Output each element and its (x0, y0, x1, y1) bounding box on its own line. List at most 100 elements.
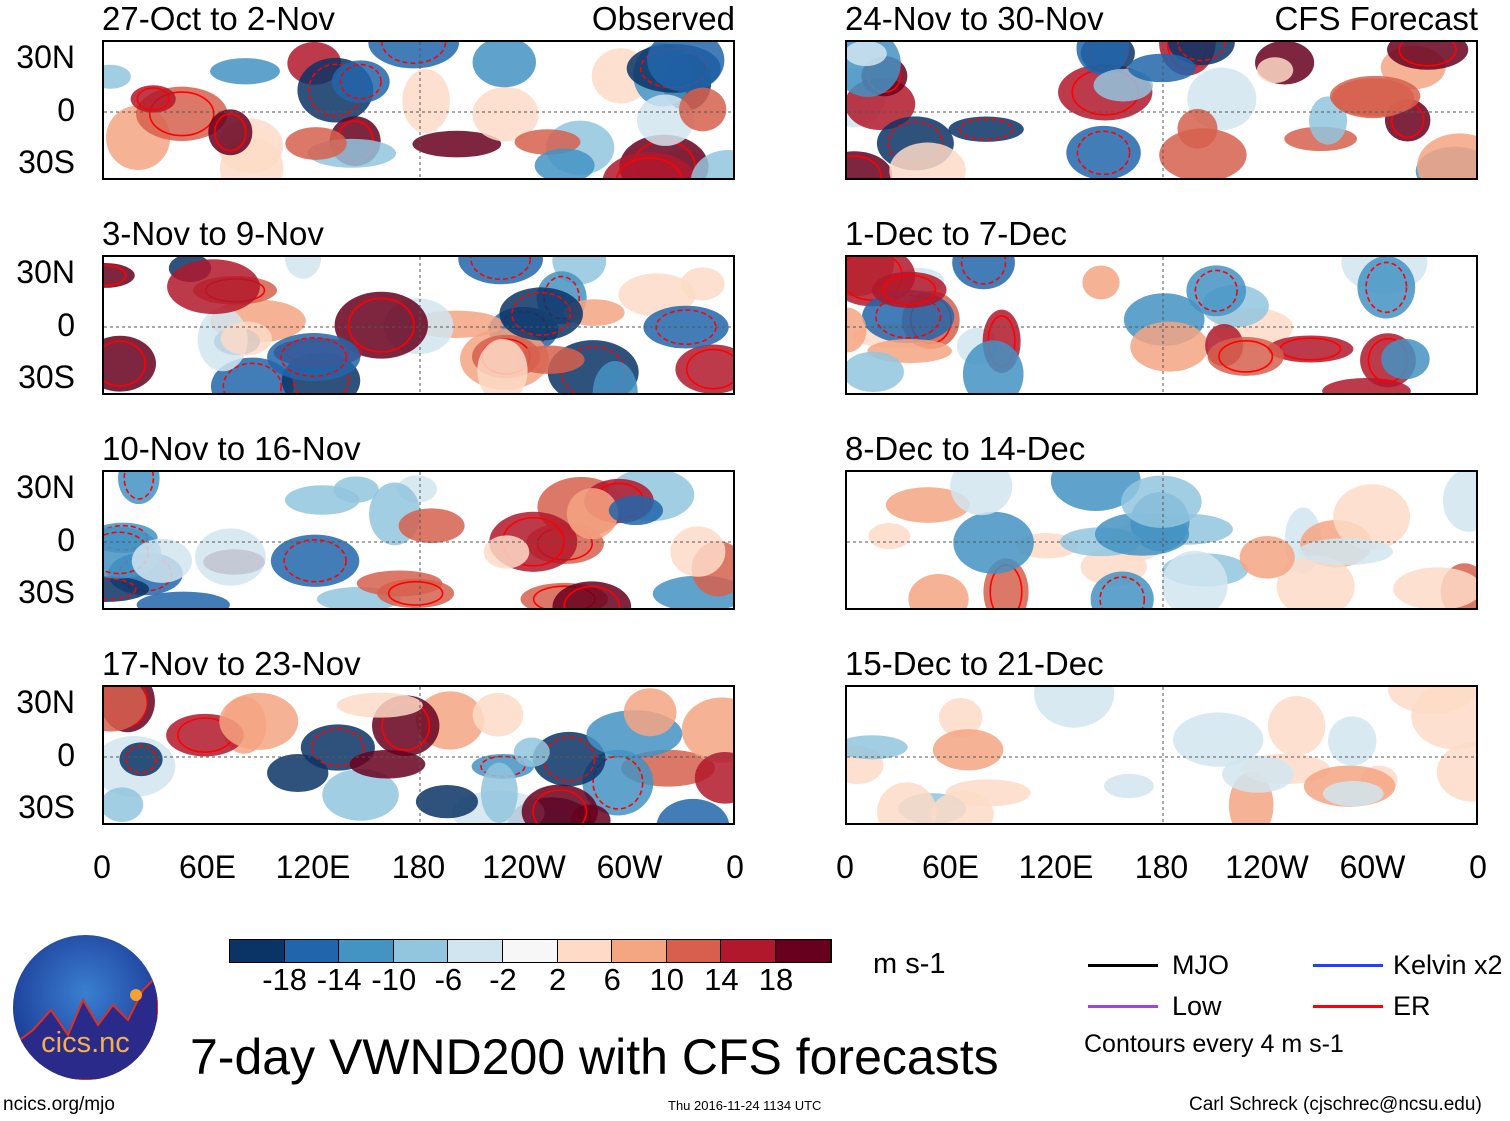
x-tick-label: 0 (726, 849, 744, 885)
wind-anomaly-blob (847, 307, 867, 353)
y-tick-label: 30N (16, 39, 75, 75)
wind-anomaly-blob (670, 526, 726, 577)
wind-anomaly-blob (532, 731, 606, 787)
colorbar-tick-label: 10 (649, 962, 685, 997)
colorbar-tick-label: -10 (371, 962, 417, 997)
colorbar-swatch (339, 940, 394, 962)
y-tick-label: 0 (57, 737, 75, 773)
wind-anomaly-blob (1066, 125, 1141, 178)
wind-anomaly-blob (208, 109, 253, 156)
wind-anomaly-blob (480, 762, 518, 823)
wind-anomaly-blob (104, 687, 147, 732)
wind-anomaly-blob (847, 735, 908, 760)
colorbar-tick-label: -14 (316, 962, 362, 997)
er-contour (123, 472, 155, 500)
colorbar-swatch (666, 940, 722, 962)
colorbar-swatch (284, 940, 340, 962)
wind-anomaly-blob (608, 495, 663, 526)
map-panel (845, 685, 1478, 825)
er-contour (685, 348, 733, 390)
url-label: ncics.org/mjo (3, 1094, 115, 1115)
colorbar (229, 939, 832, 963)
er-contour (511, 291, 572, 336)
wind-anomaly-blob (131, 538, 192, 583)
er-contour (1177, 42, 1226, 62)
y-tick-label: 0 (57, 522, 75, 558)
er-contour (387, 580, 444, 606)
er-contour (381, 42, 447, 65)
x-tick-label: 180 (1134, 849, 1189, 885)
er-contour (148, 91, 215, 137)
er-contour (960, 257, 1007, 285)
legend-label-low: Low (1172, 991, 1222, 1021)
colorbar-tick-label: 2 (548, 962, 567, 997)
wind-anomaly-blob (847, 42, 887, 67)
wind-anomaly-blob (647, 42, 725, 92)
wind-anomaly-blob (195, 528, 266, 586)
wind-anomaly-blob (1207, 336, 1284, 376)
map-panel (102, 255, 735, 395)
wind-anomaly-blob (1082, 265, 1120, 300)
x-tick-label: 180 (391, 849, 446, 885)
er-contour (214, 113, 247, 152)
wind-anomaly-blob (932, 729, 1004, 771)
wind-anomaly-blob (402, 69, 450, 133)
wind-anomaly-blob (602, 152, 696, 178)
x-tick-label: 60E (179, 849, 236, 885)
x-tick-label: 60W (1339, 849, 1406, 885)
colorbar-swatch (612, 940, 667, 962)
panel-tag: Observed (591, 0, 735, 37)
x-tick-label: 0 (93, 849, 111, 885)
wind-anomaly-blob (1328, 716, 1377, 766)
er-contour (616, 157, 683, 178)
wind-anomaly-blob (334, 291, 429, 359)
wind-anomaly-blob (885, 487, 970, 523)
wind-anomaly-blob (377, 578, 455, 608)
legend-line-low (1088, 1005, 1158, 1008)
contour-note: Contours every 4 m s-1 (1084, 1030, 1344, 1058)
x-tick-label: 120W (482, 849, 566, 885)
wind-anomaly-blob (472, 692, 524, 737)
wind-anomaly-blob (938, 697, 983, 738)
wind-anomaly-blob (118, 472, 160, 505)
wind-anomaly-blob (104, 262, 135, 288)
er-contour (222, 362, 282, 393)
wind-anomaly-blob (104, 576, 150, 602)
wind-anomaly-blob (1393, 567, 1476, 608)
wind-anomaly-blob (962, 340, 1024, 393)
er-contour (1365, 261, 1408, 314)
wind-anomaly-blob (868, 523, 911, 550)
x-tick-label: 0 (1469, 849, 1487, 885)
map-panel (102, 40, 735, 180)
wind-anomaly-blob (267, 333, 361, 382)
wind-anomaly-blob (1388, 687, 1476, 714)
wind-anomaly-blob (1222, 755, 1294, 793)
wind-anomaly-blob (679, 87, 727, 132)
x-tick-label: 120W (1225, 849, 1309, 885)
wind-anomaly-blob (623, 688, 677, 737)
er-contour (847, 155, 882, 178)
wind-anomaly-blob (514, 129, 581, 155)
logo-text: cics.nc (41, 1027, 130, 1059)
colorbar-tick-label: 6 (603, 962, 621, 997)
wind-anomaly-blob (1322, 781, 1384, 807)
author-credit: Carl Schreck (cjschrec@ncsu.edu) (1189, 1094, 1482, 1115)
wind-anomaly-blob (472, 87, 539, 142)
colorbar-swatch (448, 940, 503, 962)
wind-anomaly-blob (513, 737, 550, 767)
legend-line-er (1313, 1005, 1383, 1008)
er-contour (104, 340, 146, 387)
wind-anomaly-blob (1267, 696, 1326, 756)
wind-anomaly-blob (675, 344, 733, 393)
er-contour (958, 118, 1014, 141)
wind-anomaly-blob (1173, 712, 1264, 767)
y-tick-label: 0 (57, 307, 75, 343)
colorbar-swatch (393, 940, 449, 962)
wind-anomaly-blob (285, 127, 347, 160)
wind-anomaly-blob (270, 534, 360, 587)
wind-anomaly-blob (1128, 53, 1196, 83)
wind-anomaly-blob (104, 335, 156, 392)
wind-anomaly-blob (930, 791, 994, 823)
wind-anomaly-blob (953, 511, 1034, 574)
y-tick-label: 30S (18, 789, 75, 825)
